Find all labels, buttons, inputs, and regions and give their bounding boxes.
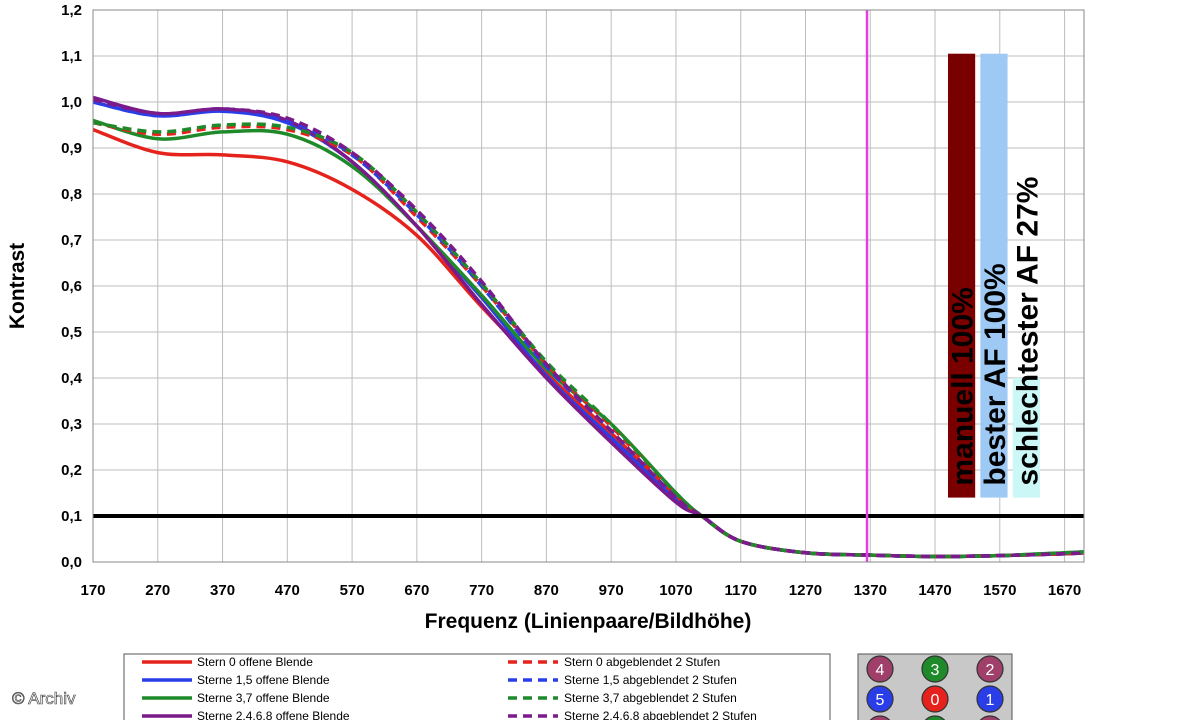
plot-frame: [92, 9, 1085, 563]
y-tick-label: 1,1: [61, 48, 82, 65]
grid-lines: [92, 9, 1084, 563]
y-tick-label: 0,7: [61, 232, 82, 249]
x-tick-label: 1170: [724, 582, 757, 599]
x-tick-labels: 170 270 370 470 570 670 770 870 970 1070 1170 1270 1…: [80, 582, 1081, 599]
star-badge-4: [921, 685, 949, 713]
annotation-bar-label-1: bester AF 100%: [979, 263, 1012, 485]
star-badges: 4 3 2 5 0 1: [866, 655, 1004, 720]
star-badge-3: [866, 685, 894, 713]
star-badge-2: [976, 655, 1004, 683]
y-tick-label: 0,3: [61, 416, 82, 433]
y-tick-label: 0,0: [61, 554, 82, 571]
x-tick-label: 770: [469, 582, 494, 599]
x-tick-label: 870: [534, 582, 559, 599]
star-badge-label-1: 3: [931, 662, 940, 679]
y-axis-title: Kontrast: [6, 243, 29, 329]
star-badge-6: [869, 715, 891, 720]
x-tick-label: 570: [340, 582, 365, 599]
legend-box: [123, 653, 831, 720]
x-tick-label: 970: [599, 582, 624, 599]
x-tick-label: 370: [210, 582, 235, 599]
star-badge-1: [921, 655, 949, 683]
x-tick-label: 1370: [854, 582, 887, 599]
star-badge-label-3: 5: [876, 692, 885, 709]
y-tick-label: 1,0: [61, 94, 82, 111]
star-badge-label-4: 0: [931, 692, 940, 709]
legend: Stern 0 offene Blende Sterne 1,5 offene B…: [142, 655, 757, 720]
star-badge-label-5: 1: [986, 692, 995, 709]
legend-label-7: Sterne 2,4,6,8 abgeblendet 2 Stufen: [564, 709, 757, 720]
x-tick-label: 170: [80, 582, 105, 599]
annotation-bars: manuell 100% bester AF 100% schlechtester …: [947, 53, 1044, 498]
x-tick-label: 470: [275, 582, 300, 599]
y-tick-label: 0,8: [61, 186, 82, 203]
annotation-bar-label-0: manuell 100%: [947, 287, 980, 485]
series-line-6: [92, 120, 1085, 559]
star-badge-5: [976, 685, 1004, 713]
x-tick-label: 1670: [1048, 582, 1081, 599]
annotation-bar-2: [1012, 378, 1040, 498]
star-badge-0: [866, 655, 894, 683]
y-tick-label: 0,9: [61, 140, 82, 157]
star-badge-label-2: 2: [986, 662, 995, 679]
star-badge-label-0: 4: [876, 662, 885, 679]
x-axis-title: Frequenz (Linienpaare/Bildhöhe): [425, 610, 752, 633]
y-tick-label: 0,6: [61, 278, 82, 295]
annotation-bar-label-2: schlechtester AF 27%: [1011, 177, 1044, 486]
legend-label-4: Stern 0 abgeblendet 2 Stufen: [564, 655, 720, 669]
legend-label-1: Sterne 1,5 offene Blende: [197, 673, 330, 687]
x-tick-label: 1470: [918, 582, 951, 599]
y-tick-labels: 0,0 0,1 0,2 0,3 0,4 0,5 0,6 0,7 0,8 0,9 1,0 1,1 1,2: [61, 2, 83, 571]
legend-label-5: Sterne 1,5 abgeblendet 2 Stufen: [564, 673, 737, 687]
x-tick-label: 670: [404, 582, 429, 599]
y-tick-label: 1,2: [61, 2, 82, 19]
legend-label-2: Sterne 3,7 offene Blende: [197, 691, 330, 705]
copyright-credit: © Archiv: [12, 689, 76, 708]
x-tick-label: 1070: [659, 582, 692, 599]
y-tick-label: 0,5: [61, 324, 82, 341]
legend-label-6: Sterne 3,7 abgeblendet 2 Stufen: [564, 691, 737, 705]
annotation-bar-1: [980, 53, 1008, 498]
legend-label-3: Sterne 2,4,6,8 offene Blende: [197, 709, 350, 720]
y-tick-label: 0,2: [61, 462, 82, 479]
series-layer: [92, 95, 1085, 559]
y-tick-label: 0,1: [61, 508, 82, 525]
star-badge-8: [979, 715, 1001, 720]
x-tick-label: 1270: [789, 582, 822, 599]
x-tick-label: 1570: [983, 582, 1016, 599]
annotation-bar-0: [947, 53, 976, 498]
y-tick-label: 0,4: [61, 370, 83, 387]
star-badge-7: [924, 715, 946, 720]
legend-label-0: Stern 0 offene Blende: [197, 655, 313, 669]
x-tick-label: 270: [145, 582, 170, 599]
series-line-7: [92, 97, 1085, 559]
